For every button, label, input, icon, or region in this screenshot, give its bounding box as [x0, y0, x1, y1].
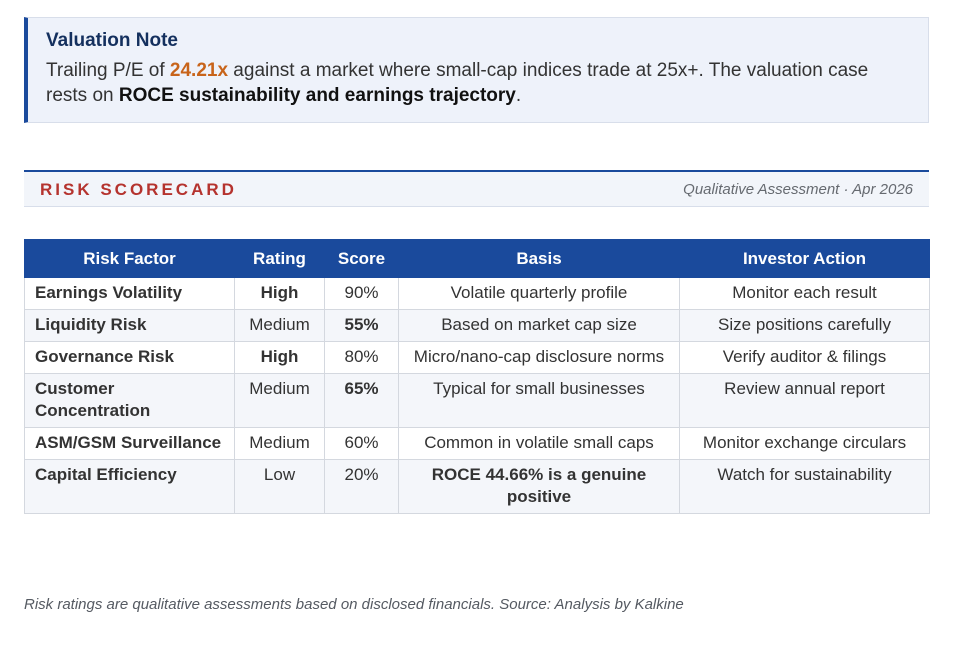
investor-action-cell: Size positions carefully: [679, 309, 930, 342]
basis-cell: Common in volatile small caps: [398, 427, 680, 460]
basis-cell: Based on market cap size: [398, 309, 680, 342]
valuation-note-body: Trailing P/E of 24.21x against a market …: [46, 58, 910, 108]
risk-scorecard-header: RISK SCORECARD Qualitative Assessment · …: [24, 170, 929, 207]
risk-factor-cell: ASM/GSM Surveillance: [24, 427, 235, 460]
basis-cell: Typical for small businesses: [398, 373, 680, 428]
risk-factor-cell: Liquidity Risk: [24, 309, 235, 342]
rating-cell: Medium: [234, 427, 325, 460]
valuation-note-text-1: Trailing P/E of: [46, 60, 170, 81]
score-cell: 90%: [324, 277, 399, 310]
score-cell: 60%: [324, 427, 399, 460]
footnote: Risk ratings are qualitative assessments…: [24, 596, 684, 613]
rating-cell: Medium: [234, 373, 325, 428]
table-row: Governance Risk High 80% Micro/nano-cap …: [24, 341, 930, 374]
risk-table: Risk Factor Rating Score Basis Investor …: [24, 239, 930, 514]
valuation-note-title: Valuation Note: [46, 30, 178, 51]
basis-cell: ROCE 44.66% is a genuine positive: [398, 459, 680, 514]
score-cell: 65%: [324, 373, 399, 428]
investor-action-cell: Monitor each result: [679, 277, 930, 310]
table-row: Customer Concentration Medium 65% Typica…: [24, 373, 930, 428]
valuation-note-box: Valuation Note Trailing P/E of 24.21x ag…: [24, 17, 929, 123]
risk-factor-cell: Customer Concentration: [24, 373, 235, 428]
pe-value: 24.21x: [169, 60, 229, 81]
score-cell: 20%: [324, 459, 399, 514]
score-cell: 55%: [324, 309, 399, 342]
basis-cell: Micro/nano-cap disclosure norms: [398, 341, 680, 374]
score-cell: 80%: [324, 341, 399, 374]
risk-factor-cell: Capital Efficiency: [24, 459, 235, 514]
table-header-row: Risk Factor Rating Score Basis Investor …: [24, 239, 930, 278]
investor-action-cell: Monitor exchange circulars: [679, 427, 930, 460]
valuation-note-end: .: [515, 85, 522, 106]
investor-action-cell: Review annual report: [679, 373, 930, 428]
rating-cell: High: [234, 277, 325, 310]
rating-cell: High: [234, 341, 325, 374]
rating-cell: Low: [234, 459, 325, 514]
investor-action-cell: Watch for sustainability: [679, 459, 930, 514]
scorecard-title: RISK SCORECARD: [40, 180, 237, 199]
valuation-note-text-2: against a market where small-cap indices…: [46, 60, 869, 106]
table-row: Capital Efficiency Low 20% ROCE 44.66% i…: [24, 459, 930, 514]
basis-cell: Volatile quarterly profile: [398, 277, 680, 310]
scorecard-meta: Qualitative Assessment · Apr 2026: [683, 181, 913, 198]
risk-factor-cell: Earnings Volatility: [24, 277, 235, 310]
risk-factor-cell: Governance Risk: [24, 341, 235, 374]
header-score: Score: [324, 239, 399, 278]
investor-action-cell: Verify auditor & filings: [679, 341, 930, 374]
valuation-note-emphasis: ROCE sustainability and earnings traject…: [118, 85, 516, 106]
table-row: Earnings Volatility High 90% Volatile qu…: [24, 277, 930, 310]
header-investor-action: Investor Action: [679, 239, 930, 278]
header-basis: Basis: [398, 239, 680, 278]
table-body: Earnings Volatility High 90% Volatile qu…: [24, 277, 930, 514]
rating-cell: Medium: [234, 309, 325, 342]
table-row: ASM/GSM Surveillance Medium 60% Common i…: [24, 427, 930, 460]
table-row: Liquidity Risk Medium 55% Based on marke…: [24, 309, 930, 342]
header-risk-factor: Risk Factor: [24, 239, 235, 278]
header-rating: Rating: [234, 239, 325, 278]
